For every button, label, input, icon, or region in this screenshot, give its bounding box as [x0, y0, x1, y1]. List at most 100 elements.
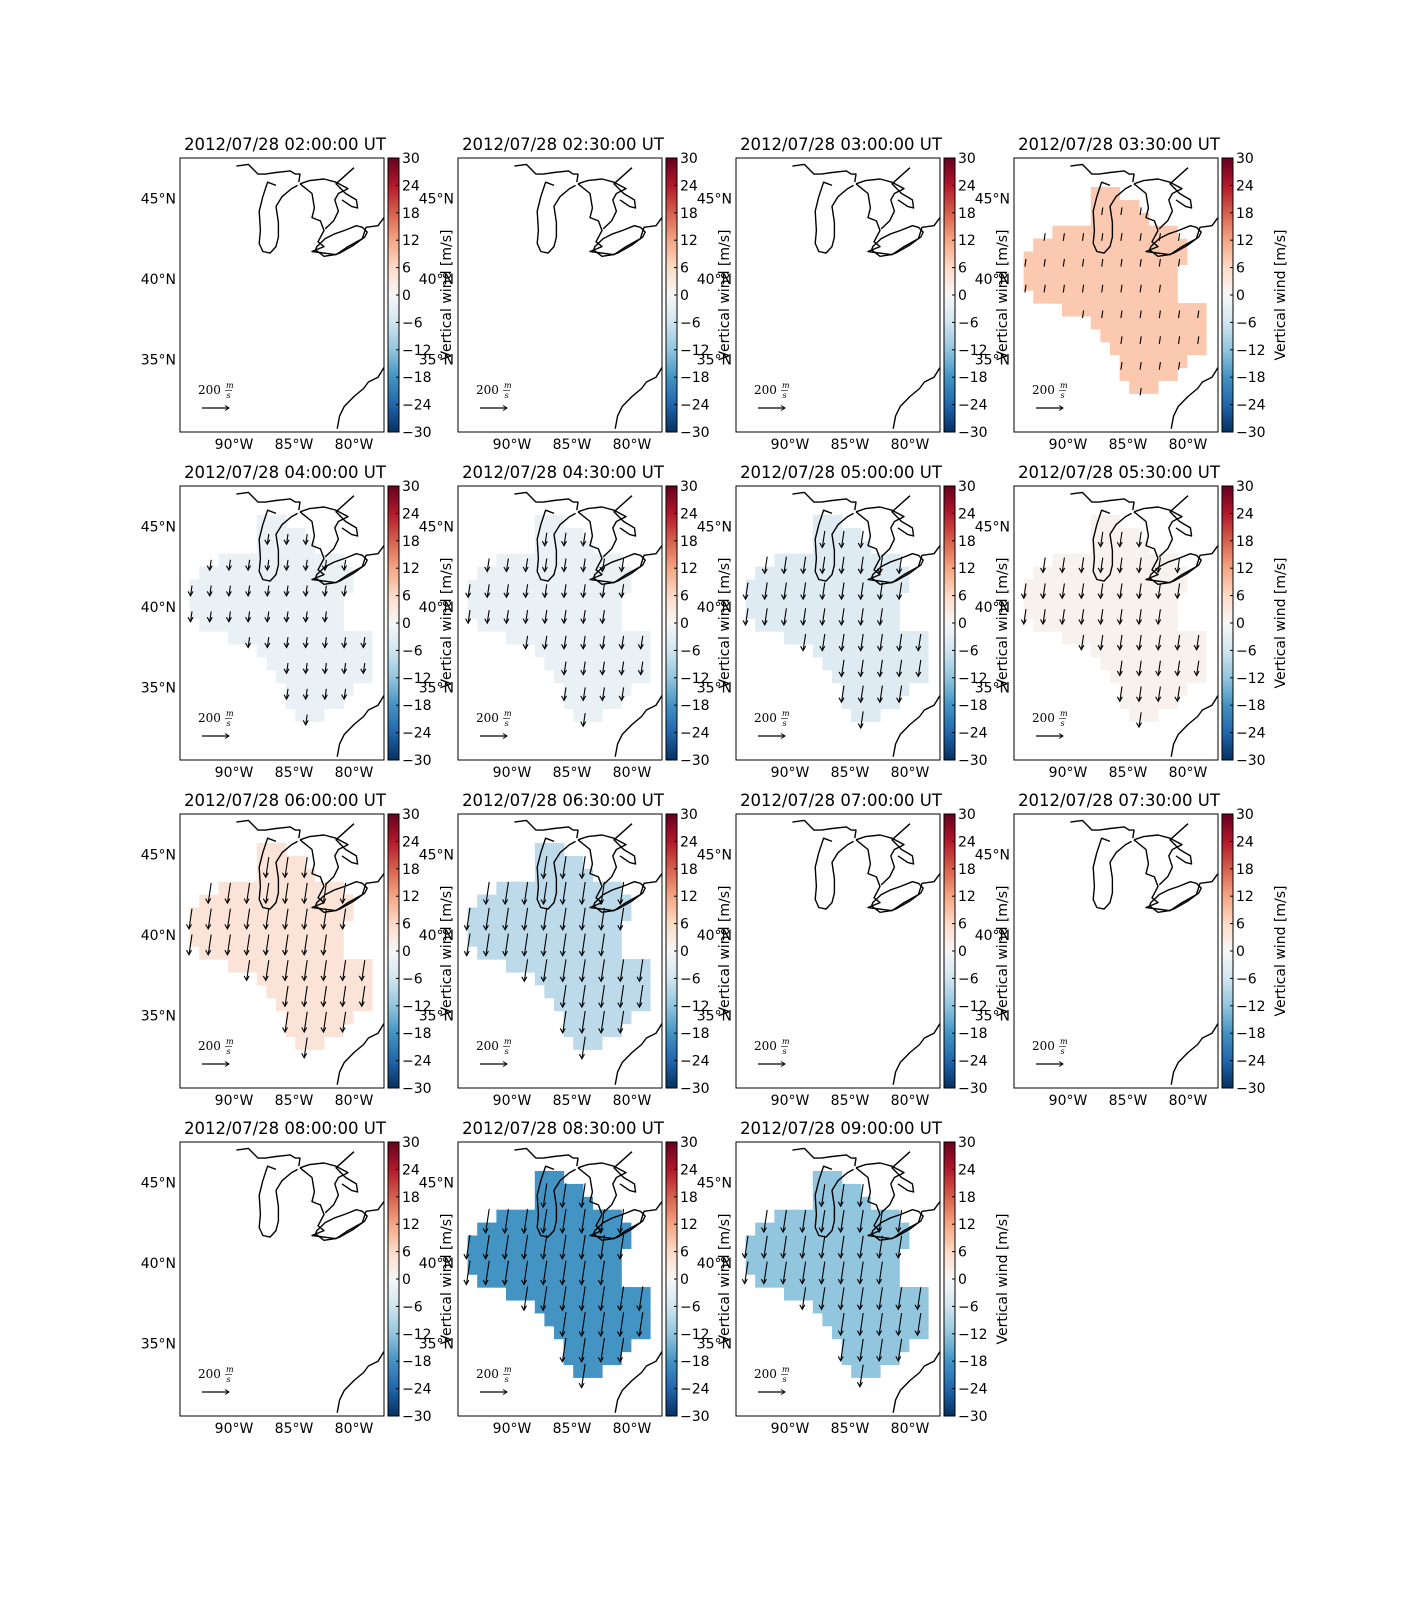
colorbar-tick-label: −6 — [958, 971, 979, 987]
field-cell — [554, 605, 565, 619]
field-cell — [525, 1235, 536, 1249]
y-tick-label: 35°N — [697, 1008, 732, 1024]
wind-arrow — [618, 635, 625, 650]
field-cell — [295, 669, 306, 684]
field-cell — [506, 1222, 517, 1237]
field-cell — [276, 566, 287, 581]
field-cell — [582, 1351, 593, 1366]
field-cell — [333, 605, 344, 619]
field-cell — [1100, 328, 1111, 343]
field-cell — [1129, 669, 1140, 684]
field-cell — [477, 1261, 488, 1275]
field-cell — [1158, 605, 1169, 619]
field-cell — [276, 669, 287, 684]
field-cell — [582, 946, 593, 960]
field-cell — [534, 1235, 545, 1249]
field-cell — [362, 984, 373, 999]
field-cell — [592, 1023, 603, 1038]
field-cell — [582, 579, 593, 593]
wind-arrow — [618, 687, 625, 702]
colorbar-tick-label: 18 — [1236, 862, 1254, 878]
field-cell — [534, 553, 545, 568]
wind-arrow — [540, 881, 548, 906]
scale-unit-bottom: s — [783, 391, 787, 400]
field-cell — [477, 920, 488, 934]
field-cell — [276, 592, 287, 606]
field-cell — [1071, 238, 1082, 253]
field-cell — [822, 618, 833, 632]
field-cell — [1062, 605, 1073, 619]
y-tick-label: 40°N — [697, 928, 732, 944]
field-cell — [889, 1312, 900, 1327]
wind-arrow — [541, 584, 548, 599]
colorbar-tick-label: −24 — [1236, 1054, 1266, 1070]
field-cell — [1062, 290, 1073, 304]
wind-arrow — [245, 559, 252, 572]
field-cell — [1081, 605, 1092, 619]
wind-arrow — [599, 661, 606, 676]
field-cell — [1090, 631, 1101, 645]
field-cell — [544, 1222, 555, 1237]
field-cell — [199, 566, 210, 581]
field-cell — [1119, 643, 1130, 658]
field-cell — [554, 933, 565, 947]
wind-arrow — [799, 1235, 807, 1259]
field-cell — [1090, 618, 1101, 632]
field-cell — [1081, 592, 1092, 606]
field-cell — [602, 1312, 613, 1327]
field-cell — [554, 1287, 565, 1301]
scale-arrow-head — [1058, 733, 1064, 739]
field-cell — [333, 669, 344, 684]
wind-arrow — [243, 882, 251, 905]
wind-arrow — [838, 633, 845, 652]
wind-arrow — [302, 688, 309, 701]
field-cell — [554, 669, 565, 684]
field-cell — [812, 643, 823, 658]
x-tick-label: 85°W — [553, 437, 592, 453]
field-cell — [304, 933, 315, 947]
field-cell — [1148, 579, 1159, 593]
field-cell — [324, 656, 335, 671]
field-cell — [602, 1222, 613, 1237]
colorbar-tick-label: 24 — [680, 1162, 698, 1178]
field-cell — [621, 643, 632, 658]
wind-arrow — [1155, 583, 1162, 600]
x-tick-label: 90°W — [771, 1093, 810, 1109]
field-cell — [592, 618, 603, 632]
field-cell — [525, 933, 536, 947]
field-cell — [333, 618, 344, 632]
field-cell — [1148, 631, 1159, 645]
field-cell — [870, 1364, 881, 1378]
field-cell — [841, 1183, 852, 1198]
field-cell — [908, 1299, 919, 1314]
colorbar-label: Vertical wind [m/s] — [439, 230, 455, 361]
coastline — [1170, 367, 1218, 429]
field-cell — [324, 553, 335, 568]
wind-arrow — [1155, 634, 1162, 651]
wind-arrow — [876, 1287, 883, 1311]
wind-arrow — [561, 661, 567, 676]
y-tick-label: 40°N — [697, 1256, 732, 1272]
coastline — [299, 1167, 384, 1240]
wind-arrow — [339, 960, 347, 982]
field-cell — [228, 618, 239, 632]
field-cell — [573, 1312, 584, 1327]
field-cell — [573, 631, 584, 645]
field-cell — [1071, 592, 1082, 606]
wind-arrow — [321, 688, 328, 701]
scale-value: 200 — [1032, 383, 1055, 397]
field-cell — [352, 984, 363, 999]
field-cell — [582, 971, 593, 986]
field-cell — [822, 1312, 833, 1327]
coastline — [814, 1165, 854, 1238]
field-cell — [611, 946, 622, 960]
wind-arrow — [896, 685, 903, 704]
field-cell — [784, 618, 795, 632]
field-cell — [841, 553, 852, 568]
field-cell — [314, 566, 325, 581]
field-cell — [266, 631, 277, 645]
field-cell — [611, 920, 622, 934]
field-cell — [1090, 225, 1101, 240]
